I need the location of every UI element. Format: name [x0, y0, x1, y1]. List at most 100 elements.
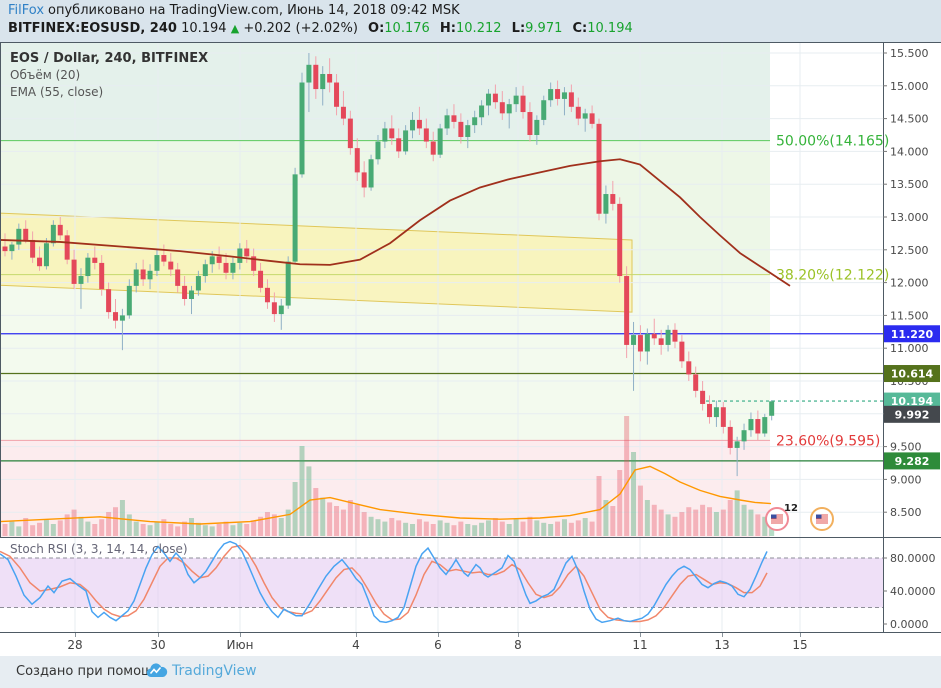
candle: [631, 335, 637, 345]
candle: [182, 285, 188, 299]
volume-bar: [631, 452, 637, 536]
candle: [147, 270, 153, 280]
candle: [251, 256, 257, 271]
candle: [755, 419, 761, 434]
candle: [64, 235, 70, 260]
stoch-legend[interactable]: Stoch RSI (3, 3, 14, 14, close): [10, 542, 188, 556]
candle: [665, 329, 671, 345]
price-pane[interactable]: 50.00%(14.165) 38.20%(12.122) 23.60%(9.595…: [0, 42, 941, 537]
candle: [713, 407, 719, 418]
candle: [492, 93, 498, 103]
candle: [472, 117, 478, 126]
legend-volume[interactable]: Объём (20): [10, 68, 81, 82]
time-tick: [518, 633, 519, 637]
candle: [278, 305, 284, 315]
volume-bar: [693, 509, 699, 536]
price-badge-label: 9.282: [895, 455, 930, 468]
candle: [140, 269, 146, 280]
volume-bar: [313, 488, 319, 536]
candle: [168, 261, 174, 270]
candle: [99, 262, 105, 290]
volume-bar: [644, 500, 650, 536]
high-value: 10.212: [456, 21, 502, 36]
last-price: 10.194: [181, 21, 227, 36]
publish-line: FilFox опубликовано на TradingView.com, И…: [8, 3, 460, 18]
stoch-tick-label: 0.0000: [890, 618, 929, 631]
volume-bar: [168, 524, 174, 536]
candle: [748, 419, 754, 431]
candle: [2, 246, 8, 252]
price-tick-label: 8.500: [890, 506, 922, 519]
idea-marker-icon[interactable]: [810, 507, 834, 531]
flag-stripe: [771, 522, 783, 524]
flag-canton: [771, 514, 777, 519]
price-tick-label: 13.000: [890, 211, 929, 224]
candle: [313, 64, 319, 90]
candle: [375, 141, 381, 160]
candle: [292, 174, 298, 262]
time-tick: [356, 633, 357, 637]
legend-ema[interactable]: EMA (55, close): [10, 85, 104, 99]
legend-title[interactable]: EOS / Dollar, 240, BITFINEX: [10, 51, 209, 66]
price-tick-label: 13.500: [890, 178, 929, 191]
author-link[interactable]: FilFox: [8, 3, 45, 18]
price-tick-label: 15.500: [890, 47, 929, 60]
volume-bar: [368, 516, 374, 536]
tradingview-brand[interactable]: TradingView: [172, 663, 257, 679]
volume-bar: [209, 526, 215, 536]
candle: [258, 270, 264, 288]
candle: [541, 100, 547, 120]
stoch-pane[interactable]: 80.0000 40.0000 0.0000: [0, 537, 941, 632]
price-badge: [884, 452, 940, 470]
symbol-title[interactable]: BITFINEX:EOSUSD, 240: [8, 21, 177, 36]
chart-area[interactable]: 50.00%(14.165) 38.20%(12.122) 23.60%(9.595…: [0, 42, 941, 657]
candle: [548, 89, 554, 101]
volume-bar: [347, 500, 353, 536]
candle: [686, 361, 692, 375]
volume-bar: [354, 504, 360, 536]
fib-label: 38.20%(12.122): [776, 268, 889, 284]
publish-bar: FilFox опубликовано на TradingView.com, И…: [0, 0, 941, 42]
flag-stripe: [816, 522, 828, 524]
volume-bar: [23, 518, 29, 536]
chart-legend: EOS / Dollar, 240, BITFINEX Объём (20) E…: [10, 50, 208, 101]
volume-bar: [568, 522, 574, 536]
price-tick-label: 9.000: [890, 473, 922, 486]
flag-stripe: [816, 520, 828, 522]
volume-bar: [596, 476, 602, 536]
time-tick-label: 28: [67, 638, 83, 652]
close-value: 10.194: [587, 21, 633, 36]
price-badge-label: 11.220: [891, 328, 934, 341]
volume-bar: [147, 525, 153, 536]
price-tick-label: 9.500: [890, 441, 922, 454]
candle: [458, 121, 464, 137]
volume-bar: [741, 504, 747, 536]
candle: [133, 269, 139, 286]
candle: [43, 243, 49, 267]
tradingview-logo-icon[interactable]: [146, 663, 168, 682]
volume-bar: [679, 512, 685, 536]
volume-bar: [43, 519, 49, 536]
candle: [216, 256, 222, 263]
idea-marker-icon[interactable]: [765, 507, 789, 531]
time-tick-label: 15: [792, 638, 808, 652]
candle: [741, 430, 747, 442]
candle: [320, 73, 326, 90]
price-badge: [884, 365, 940, 383]
time-axis[interactable]: 28 30 Июн 4 6 8 11 13 15: [0, 632, 941, 657]
volume-bar: [340, 509, 346, 536]
price-badge-label: 10.614: [891, 368, 934, 381]
candle: [485, 93, 491, 106]
volume-bar: [430, 524, 436, 536]
candle: [382, 128, 388, 142]
volume-bar: [271, 514, 277, 536]
candle: [119, 315, 125, 321]
candle: [154, 255, 160, 271]
time-tick: [640, 633, 641, 637]
candle: [603, 194, 609, 214]
volume-bar: [672, 516, 678, 536]
price-tick-label: 11.500: [890, 309, 929, 322]
candle: [506, 104, 512, 114]
marker-count: 12: [784, 503, 798, 514]
candle: [50, 224, 56, 244]
